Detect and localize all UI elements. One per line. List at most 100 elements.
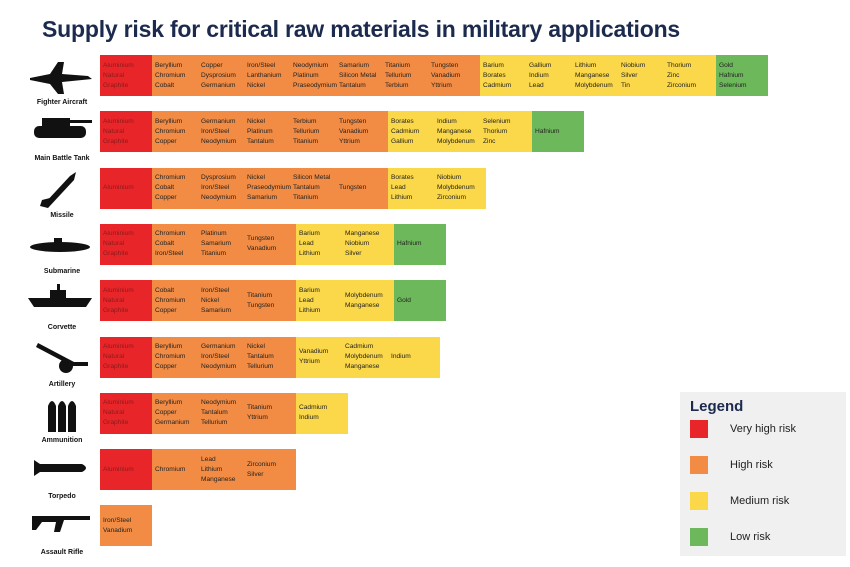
material: Cobalt (155, 240, 175, 248)
legend-title: Legend (690, 398, 744, 415)
material: Nickel (247, 174, 265, 182)
row-label: Fighter Aircraft (36, 99, 88, 106)
material-column: Titanium Yttrium (247, 403, 293, 423)
material: Germanium (201, 343, 236, 350)
material: Molybdenum (575, 81, 613, 89)
material: Tungsten (431, 61, 459, 69)
material: Cadmium (483, 81, 512, 89)
material-column: Neodymium Platinum Praseodymium (293, 61, 339, 91)
material: Iron/Steel (201, 184, 230, 192)
material: Praseodymium (293, 81, 337, 89)
material: Yttrium (299, 358, 320, 365)
material: Lead (299, 240, 314, 248)
material: Silver (621, 71, 638, 79)
material-column: Chromium Cobalt Copper (155, 173, 201, 203)
material-column: Borates Lead Lithium (391, 173, 437, 203)
material: Yttrium (247, 414, 268, 422)
material: Graphite (103, 419, 129, 427)
material-column: Germanium Iron/Steel Neodymium (201, 342, 247, 372)
material: Lead (299, 296, 314, 304)
material-column: Aluminium Natural Graphite (103, 398, 149, 428)
material-column: Vanadium Yttrium (299, 347, 345, 367)
material: Cadmium (391, 127, 420, 135)
material: Hafnium (535, 127, 560, 135)
material: Aluminium (103, 286, 134, 294)
risk-segment: Gold Hafnium Selenium (716, 55, 768, 96)
material-column: Tungsten Vanadium (247, 234, 293, 254)
material: Titanium (293, 137, 319, 145)
risk-segment: Chromium Cobalt Copper Dysprosium Iron/Steel… (152, 167, 388, 209)
row-label: Submarine (43, 267, 81, 275)
material: Titanium (385, 61, 411, 69)
material: Titanium (247, 291, 273, 299)
material: Samarium (201, 240, 232, 248)
material: Niobium (621, 61, 646, 69)
material: Nickel (201, 296, 219, 304)
material-column: Tungsten Vanadium Yttrium (339, 117, 385, 147)
material: Manganese (345, 230, 380, 238)
torpedo-icon (34, 460, 86, 476)
material: Lead (201, 455, 216, 463)
material: Tungsten (339, 184, 367, 192)
material-column: Beryllium Chromium Copper (155, 342, 201, 372)
material: Aluminium (103, 184, 134, 192)
material: Germanium (201, 81, 236, 89)
material: Molybdenum (345, 353, 383, 360)
material: Barium (483, 61, 504, 69)
material: Terbium (385, 81, 409, 89)
material: Graphite (103, 137, 129, 145)
material: Germanium (155, 419, 190, 427)
material-column: Nickel Praseodymium Samarium (247, 173, 293, 203)
material: Aluminium (103, 465, 134, 473)
material-column: Barium Lead Lithium (299, 286, 345, 316)
material: Tantalum (201, 409, 228, 417)
material: Iron/Steel (155, 250, 184, 258)
material: Zirconium (437, 194, 466, 202)
material: Indium (391, 353, 411, 360)
material: Chromium (155, 127, 186, 135)
row-label: Main Battle Tank (34, 155, 90, 163)
risk-segment: Aluminium Natural Graphite (100, 280, 152, 322)
risk-row: Iron/Steel Vanadium (100, 505, 152, 547)
row-label: Missile (50, 211, 74, 219)
material-column: Beryllium Chromium Copper (155, 117, 201, 147)
material: Gallium (391, 137, 414, 145)
material: Beryllium (155, 343, 183, 350)
risk-segment: Chromium Lead Lithium Manganese Zirconium Sil… (152, 449, 296, 491)
material: Tellurium (201, 419, 228, 427)
material-column: Nickel Platinum Tantalum (247, 117, 293, 147)
material-column: Zirconium Silver (247, 460, 293, 480)
material: Aluminium (103, 343, 134, 350)
submarine-icon (30, 238, 90, 252)
material-column: Gallium Indium Lead (529, 61, 575, 91)
material: Silicon Metal (339, 71, 377, 79)
material: Nickel (247, 81, 265, 89)
material: Thorium (667, 61, 692, 69)
material: Tellurium (247, 363, 274, 370)
material: Aluminium (103, 61, 134, 69)
risk-segment: Borates Lead Lithium Niobium Molybdenum Zirco… (388, 167, 486, 209)
material: Manganese (575, 71, 610, 79)
material: Vanadium (339, 127, 369, 135)
material: Vanadium (431, 71, 461, 79)
risk-segment: Barium Borates Cadmium Gallium Indium Lead Lit… (480, 55, 716, 96)
risk-segment: Aluminium Natural Graphite (100, 336, 152, 378)
material-column: Aluminium Natural Graphite (103, 117, 149, 147)
material: Cobalt (155, 81, 175, 89)
material: Cobalt (155, 286, 175, 294)
material: Cadmium (345, 343, 374, 350)
legend-swatch (690, 492, 708, 510)
material-column: Terbium Tellurium Titanium (293, 117, 339, 147)
material-column: Chromium Cobalt Iron/Steel (155, 229, 201, 259)
material-column: Aluminium (103, 183, 149, 193)
material: Natural (103, 353, 125, 360)
material: Lithium (299, 306, 321, 314)
material-column: Nickel Tantalum Tellurium (247, 342, 293, 372)
material: Iron/Steel (201, 353, 230, 360)
risk-row: Aluminium Natural Graphite Beryllium Chromiu… (100, 111, 584, 153)
material: Aluminium (103, 230, 134, 238)
material: Thorium (483, 127, 508, 135)
material-column: Gold Hafnium Selenium (719, 61, 765, 91)
material: Cadmium (299, 404, 328, 412)
risk-segment: Barium Lead Lithium Manganese Niobium Silver (296, 223, 394, 265)
